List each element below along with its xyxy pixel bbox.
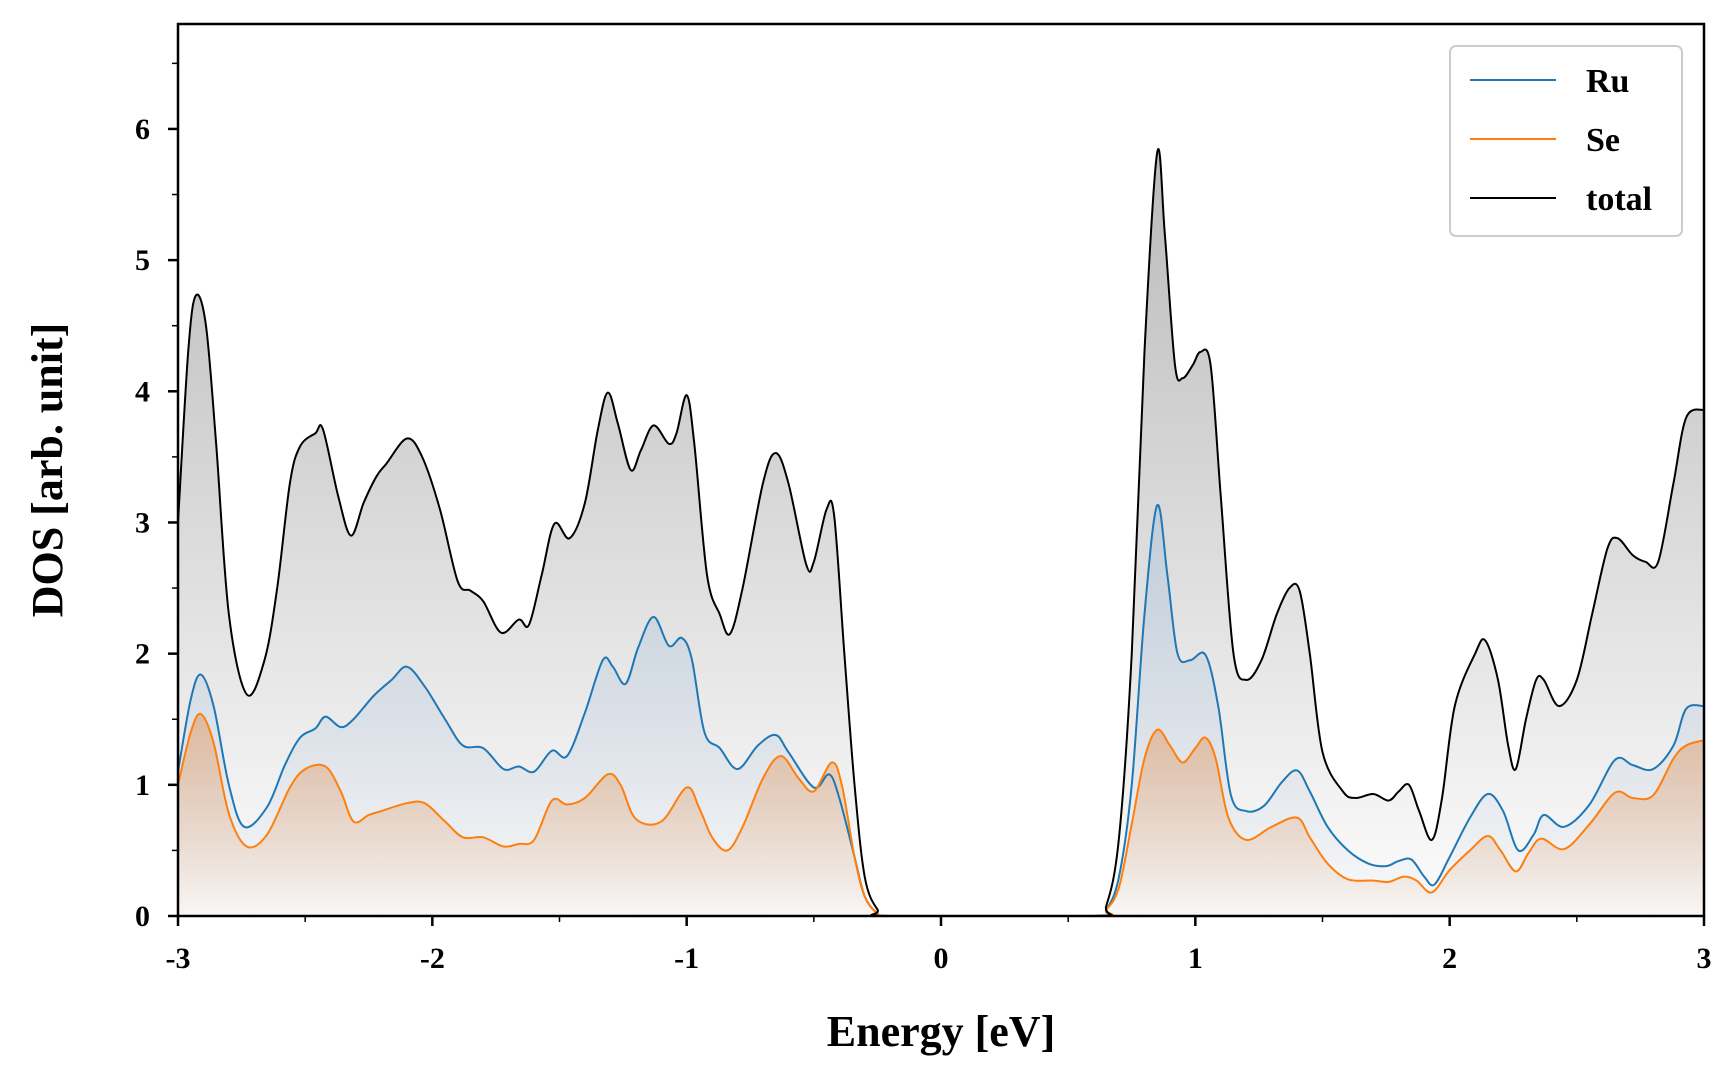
y-axis-title: DOS [arb. unit] (23, 323, 72, 618)
y-tick-label: 2 (135, 638, 150, 671)
x-tick-label: 0 (934, 942, 949, 975)
x-tick-label: 1 (1188, 942, 1203, 975)
y-tick-label: 4 (135, 375, 150, 408)
x-tick-label: -2 (420, 942, 445, 975)
y-tick-label: 1 (135, 769, 150, 802)
line-se (178, 712, 1704, 916)
legend-box (1449, 45, 1683, 237)
area-total (178, 149, 1704, 916)
y-tick-label: 6 (135, 113, 150, 146)
x-tick-label: -3 (166, 942, 191, 975)
x-tick-label: 3 (1697, 942, 1712, 975)
line-total (178, 148, 1704, 916)
x-tick-label: 2 (1442, 942, 1457, 975)
x-axis-title: Energy [eV] (827, 1007, 1056, 1056)
x-tick-label: -1 (674, 942, 699, 975)
x-axis: -3 -2 -1 0 1 2 3 (166, 916, 1712, 975)
legend: Ru Se total (1449, 45, 1683, 237)
area-se (178, 713, 1704, 916)
y-axis: 0 1 2 3 4 5 6 (135, 62, 178, 933)
legend-label-ru: Ru (1586, 63, 1629, 100)
y-tick-label: 3 (135, 506, 150, 539)
y-tick-label: 0 (135, 900, 150, 933)
legend-label-total: total (1586, 181, 1652, 218)
legend-label-se: Se (1586, 122, 1620, 159)
y-tick-label: 5 (135, 244, 150, 277)
